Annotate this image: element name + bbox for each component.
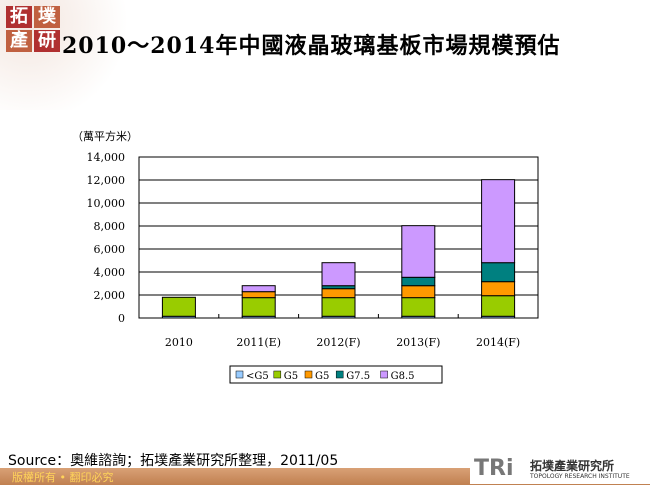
source-note: Source：奧維諮詢；拓墣產業研究所整理，2011/05 bbox=[8, 453, 339, 469]
logo-char: 墣 bbox=[34, 6, 60, 28]
legend-label: G5 bbox=[284, 371, 298, 382]
logo-char: 拓 bbox=[6, 6, 32, 28]
bar-segment bbox=[401, 297, 436, 317]
x-tick-label: 2010 bbox=[165, 336, 193, 349]
legend-swatch bbox=[273, 370, 282, 379]
y-tick-label: 10,000 bbox=[87, 197, 126, 210]
legend-swatch bbox=[304, 370, 313, 379]
y-tick-label: 4,000 bbox=[94, 266, 126, 279]
y-tick-label: 2,000 bbox=[94, 289, 126, 302]
y-tick-label: 12,000 bbox=[87, 174, 126, 187]
legend-swatch bbox=[335, 370, 344, 379]
x-tick-label: 2012(F) bbox=[316, 336, 360, 349]
legend-swatch bbox=[380, 370, 388, 379]
bar-segment bbox=[401, 285, 436, 299]
bar-segment bbox=[481, 179, 516, 264]
bar-segment bbox=[241, 291, 276, 299]
legend-label: G8.5 bbox=[391, 371, 415, 382]
y-tick-label: 14,000 bbox=[87, 151, 126, 164]
bar-segment bbox=[321, 262, 356, 287]
x-tick-label: 2013(F) bbox=[396, 336, 440, 349]
bar-segment bbox=[161, 296, 196, 317]
brand-en: TOPOLOGY RESEARCH INSTITUTE bbox=[530, 473, 630, 480]
bar-segment bbox=[241, 297, 276, 317]
legend-label: G5 bbox=[315, 371, 329, 382]
y-tick-label: 6,000 bbox=[94, 243, 126, 256]
bar-segment bbox=[481, 262, 516, 283]
bar-segment bbox=[401, 276, 436, 287]
bar-segment bbox=[321, 297, 356, 317]
legend-label: G7.5 bbox=[346, 371, 370, 382]
tri-logo: TRi 拓墣產業研究所 TOPOLOGY RESEARCH INSTITUTE bbox=[470, 456, 650, 484]
logo: 拓 墣 產 研 bbox=[6, 6, 62, 56]
bar-segment bbox=[241, 285, 276, 293]
bar-segment bbox=[481, 295, 516, 317]
y-tick-label: 0 bbox=[118, 312, 125, 325]
legend-label: <G5 bbox=[246, 371, 269, 382]
x-tick-label: 2014(F) bbox=[476, 336, 520, 349]
page-title: 2010～2014年中國液晶玻璃基板市場規模預估 bbox=[62, 33, 561, 59]
y-axis-label: （萬平方米） bbox=[72, 129, 138, 143]
bar-segment bbox=[321, 288, 356, 299]
copyright: 版權所有 • 翻印必究 bbox=[12, 471, 114, 484]
brand-cn: 拓墣產業研究所 bbox=[530, 459, 615, 473]
x-tick-label: 2011(E) bbox=[236, 336, 281, 349]
bar-segment bbox=[401, 225, 436, 278]
y-tick-label: 8,000 bbox=[94, 220, 126, 233]
bar-segment bbox=[481, 281, 516, 297]
logo-char: 研 bbox=[34, 30, 60, 52]
brand: TRi bbox=[474, 456, 514, 481]
logo-char: 產 bbox=[6, 30, 32, 52]
legend-swatch bbox=[235, 370, 244, 379]
